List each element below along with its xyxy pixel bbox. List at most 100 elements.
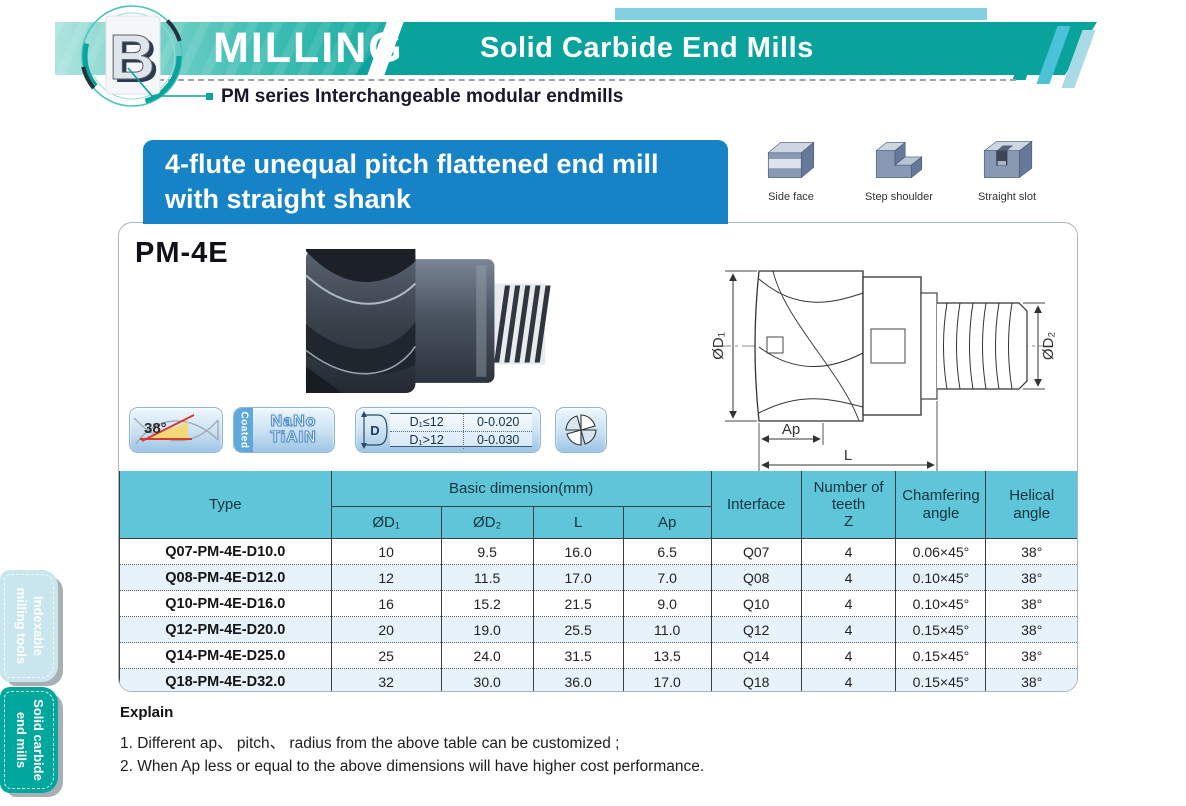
explain-item: 1. Different ap、 pitch、 radius from the … bbox=[120, 735, 620, 752]
cell-z: 4 bbox=[800, 564, 896, 591]
col-header-d2: ØD₂ bbox=[440, 506, 534, 539]
cell-chamfer: 0.10×45° bbox=[895, 590, 986, 617]
cell-d1: 20 bbox=[330, 616, 442, 643]
banner-line2: with straight shank bbox=[165, 184, 412, 214]
tolerance-value: 0-0.030 bbox=[463, 432, 532, 449]
header-accent-bar bbox=[615, 8, 987, 20]
cell-helix: 38° bbox=[985, 668, 1077, 691]
tab-line1: Indexable bbox=[30, 596, 46, 656]
chapter-logo: B B bbox=[80, 3, 184, 108]
sidebar-tab-label: Indexable milling tools bbox=[12, 574, 46, 678]
cell-l: 25.5 bbox=[532, 616, 624, 643]
helix-angle-value: 38° bbox=[144, 420, 167, 437]
cell-z: 4 bbox=[800, 590, 896, 617]
application-label: Step shoulder bbox=[865, 191, 933, 203]
col-header-d1: ØD₁ bbox=[330, 506, 442, 539]
cell-z: 4 bbox=[800, 538, 896, 565]
cell-helix: 38° bbox=[985, 616, 1077, 643]
technical-drawing: ØD₁ ØD₂ Ap L bbox=[711, 270, 1057, 471]
logo-letter: B bbox=[109, 21, 155, 93]
coated-label: Coated bbox=[238, 411, 249, 449]
dashed-separator bbox=[158, 79, 1016, 81]
cell-d2: 9.5 bbox=[440, 538, 534, 565]
tolerance-row: D₁≤12 0-0.020 bbox=[390, 414, 532, 431]
cell-ap: 13.5 bbox=[622, 642, 712, 669]
tab-line2: milling tools bbox=[14, 587, 29, 665]
cell-d1: 25 bbox=[330, 642, 442, 669]
cell-type: Q18-PM-4E-D32.0 bbox=[119, 668, 332, 691]
cell-ap: 17.0 bbox=[622, 668, 712, 691]
cell-interface: Q18 bbox=[710, 668, 802, 691]
coating-line1: NaNo bbox=[270, 413, 317, 430]
header-bar-right: Solid Carbide End Mills bbox=[355, 22, 1097, 75]
model-name: PM-4E bbox=[135, 237, 229, 269]
coated-strip: Coated bbox=[234, 408, 253, 452]
col-header-l: L bbox=[532, 506, 624, 539]
tolerance-condition: D₁>12 bbox=[409, 433, 444, 447]
col-header-chamfering: Chamfering angle bbox=[895, 471, 986, 539]
sidebar-tab-indexable-milling-tools: Indexable milling tools bbox=[0, 570, 58, 682]
cell-chamfer: 0.15×45° bbox=[895, 616, 986, 643]
tolerance-row: D₁>12 0-0.030 bbox=[390, 431, 532, 449]
product-banner: 4-flute unequal pitch flattened end mill… bbox=[143, 140, 728, 224]
spec-table: Type Basic dimension(mm) Interface Numbe… bbox=[119, 471, 1077, 691]
cell-chamfer: 0.06×45° bbox=[895, 538, 986, 565]
coating-badge: Coated NaNo TiAIN bbox=[233, 407, 335, 453]
cell-helix: 38° bbox=[985, 538, 1077, 565]
col-header-type: Type bbox=[119, 471, 332, 539]
header-bar: Solid Carbide End Mills MILLING bbox=[55, 20, 1040, 77]
sidebar-tab-label: Solid carbide end mills bbox=[12, 688, 46, 792]
tab-line1: Solid carbide bbox=[30, 699, 46, 781]
table-row: Q18-PM-4E-D32.0 32 30.0 36.0 17.0 Q18 4 … bbox=[119, 668, 1077, 691]
cell-d1: 10 bbox=[330, 538, 442, 565]
flute-icon bbox=[565, 414, 597, 446]
cell-chamfer: 0.10×45° bbox=[895, 564, 986, 591]
cell-z: 4 bbox=[800, 668, 896, 691]
cell-type: Q08-PM-4E-D12.0 bbox=[119, 564, 332, 591]
cell-ap: 11.0 bbox=[622, 616, 712, 643]
cell-interface: Q07 bbox=[710, 538, 802, 565]
table-row: Q07-PM-4E-D10.0 10 9.5 16.0 6.5 Q07 4 0.… bbox=[119, 538, 1077, 565]
application-label: Side face bbox=[768, 191, 814, 203]
dim-l-label: L bbox=[844, 447, 852, 464]
cell-type: Q07-PM-4E-D10.0 bbox=[119, 538, 332, 565]
flute-cross-section-badge bbox=[555, 407, 607, 453]
cell-d1: 16 bbox=[330, 590, 442, 617]
cell-interface: Q10 bbox=[710, 590, 802, 617]
series-title: PM series Interchangeable modular endmil… bbox=[221, 86, 624, 107]
cell-chamfer: 0.15×45° bbox=[895, 642, 986, 669]
cell-l: 31.5 bbox=[532, 642, 624, 669]
logo-connector-line bbox=[127, 67, 213, 100]
cell-z: 4 bbox=[800, 616, 896, 643]
cell-chamfer: 0.15×45° bbox=[895, 668, 986, 691]
table-row: Q08-PM-4E-D12.0 12 11.5 17.0 7.0 Q08 4 0… bbox=[119, 564, 1077, 591]
tolerance-condition: D₁≤12 bbox=[409, 415, 444, 429]
application-straight-slot: Straight slot bbox=[960, 136, 1054, 203]
header-subtitle: Solid Carbide End Mills bbox=[480, 32, 814, 64]
cell-helix: 38° bbox=[985, 642, 1077, 669]
dim-ap-label: Ap bbox=[782, 421, 800, 438]
banner-line1: 4-flute unequal pitch flattened end mill bbox=[165, 149, 659, 179]
cell-helix: 38° bbox=[985, 564, 1077, 591]
tab-line2: end mills bbox=[14, 711, 29, 769]
tolerance-table: D₁≤12 0-0.020 D₁>12 0-0.030 bbox=[390, 413, 532, 449]
col-header-ap: Ap bbox=[622, 506, 712, 539]
cell-helix: 38° bbox=[985, 590, 1077, 617]
application-step-shoulder: Step shoulder bbox=[852, 136, 946, 203]
cell-z: 4 bbox=[800, 642, 896, 669]
cell-ap: 7.0 bbox=[622, 564, 712, 591]
cell-l: 16.0 bbox=[532, 538, 624, 565]
application-icons: Side face Step shoulder Straight slot bbox=[744, 136, 1054, 203]
cell-d2: 11.5 bbox=[440, 564, 534, 591]
application-label: Straight slot bbox=[977, 191, 1037, 203]
cell-interface: Q08 bbox=[710, 564, 802, 591]
sidebar-tab-solid-carbide-end-mills: Solid carbide end mills bbox=[0, 687, 58, 793]
cell-d1: 32 bbox=[330, 668, 442, 691]
application-side-face: Side face bbox=[744, 136, 838, 203]
helix-angle-badge: 38° bbox=[129, 407, 223, 453]
step-shoulder-icon bbox=[875, 141, 923, 179]
cell-l: 21.5 bbox=[532, 590, 624, 617]
col-header-basic-dimension: Basic dimension(mm) bbox=[330, 471, 712, 507]
col-header-teeth: Number of teeth Z bbox=[800, 471, 896, 539]
tolerance-symbol: D bbox=[370, 423, 379, 438]
